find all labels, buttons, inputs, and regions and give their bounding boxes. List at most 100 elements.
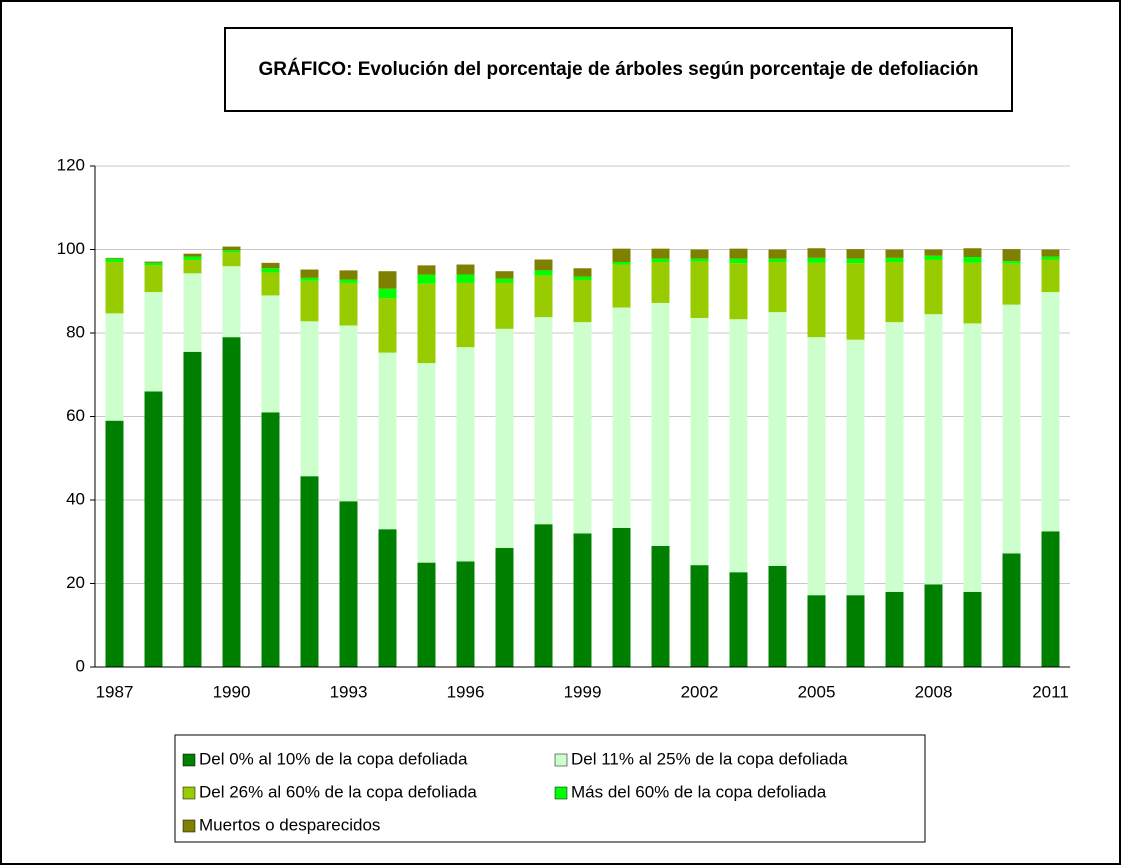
bar-segment (924, 249, 943, 256)
bar-segment (105, 262, 124, 314)
bar-segment (963, 323, 982, 592)
bar-segment (105, 257, 124, 259)
bar-segment (105, 258, 124, 263)
bar-segment (963, 262, 982, 324)
bar-segment (573, 268, 592, 277)
bar-segment (612, 264, 631, 308)
x-tick-label: 1987 (96, 682, 134, 701)
bar-segment (144, 292, 163, 392)
bar-segment (690, 261, 709, 318)
bar-segment (144, 261, 163, 263)
bar-segment (885, 262, 904, 323)
bar-segment (768, 249, 787, 259)
legend-swatch (182, 753, 196, 767)
bar-segment (222, 266, 241, 338)
bar-segment (1002, 304, 1021, 554)
bar-segment (417, 283, 436, 364)
legend-label: Del 0% al 10% de la copa defoliada (199, 749, 468, 768)
x-tick-label: 2002 (681, 682, 719, 701)
bar-segment (378, 529, 397, 667)
bar-segment (534, 524, 553, 667)
bar-segment (963, 591, 982, 667)
bar-segment (924, 584, 943, 667)
bar-segment (456, 264, 475, 275)
bar-segment (612, 248, 631, 263)
bar-segment (534, 259, 553, 271)
bar-segment (417, 265, 436, 275)
bar-segment (183, 351, 202, 667)
bar-segment (261, 262, 280, 269)
bar-segment (495, 548, 514, 667)
bar-segment (1002, 249, 1021, 262)
bar-segment (534, 270, 553, 276)
bar-segment (573, 279, 592, 323)
bar-segment (105, 420, 124, 667)
x-tick-label: 2005 (798, 682, 836, 701)
bar-segment (768, 312, 787, 566)
bar-segment (1002, 261, 1021, 264)
bar-segment (300, 269, 319, 278)
bar-segment (651, 545, 670, 667)
bar-segment (144, 265, 163, 293)
bar-segment (456, 274, 475, 283)
bar-segment (690, 249, 709, 259)
bar-segment (846, 258, 865, 264)
bar-segment (378, 271, 397, 289)
bar-segment (963, 257, 982, 263)
bar-segment (300, 277, 319, 281)
bar-segment (573, 533, 592, 667)
legend-swatch (182, 819, 196, 833)
bar-segment (183, 253, 202, 257)
y-tick-label: 60 (66, 406, 85, 425)
bar-segment (339, 501, 358, 667)
y-tick-label: 80 (66, 322, 85, 341)
legend-label: Muertos o desparecidos (199, 815, 380, 834)
bar-segment (846, 249, 865, 259)
bar-segment (222, 337, 241, 667)
bar-segment (261, 272, 280, 296)
bar-segment (495, 328, 514, 549)
bar-segment (885, 322, 904, 592)
bar-segment (690, 317, 709, 566)
bar-segment (573, 322, 592, 534)
bar-segment (807, 257, 826, 263)
chart-title: GRÁFICO: Evolución del porcentaje de árb… (224, 27, 1013, 112)
bar-segment (261, 268, 280, 273)
bar-segment (300, 476, 319, 667)
bar-segment (534, 275, 553, 318)
bar-segment (651, 248, 670, 259)
bar-segment (378, 298, 397, 353)
bar-segment (378, 288, 397, 299)
bar-segment (963, 248, 982, 258)
y-tick-label: 20 (66, 573, 85, 592)
bar-segment (456, 282, 475, 348)
bar-segment (690, 565, 709, 667)
bar-segment (612, 307, 631, 528)
bar-segment (573, 276, 592, 280)
bar-segment (417, 562, 436, 667)
bar-segment (144, 262, 163, 266)
y-tick-label: 40 (66, 489, 85, 508)
bar-segment (183, 256, 202, 260)
bar-segment (1002, 553, 1021, 667)
legend-label: Del 11% al 25% de la copa defoliada (571, 749, 848, 768)
bar-segment (339, 270, 358, 280)
x-tick-label: 1993 (330, 682, 368, 701)
bar-segment (924, 259, 943, 315)
bar-segment (690, 258, 709, 262)
bar-segment (729, 263, 748, 320)
bar-segment (222, 250, 241, 253)
bar-segment (612, 262, 631, 265)
y-tick-label: 0 (76, 656, 85, 675)
bar-segment (612, 527, 631, 667)
bar-segment (1041, 259, 1060, 293)
x-tick-label: 1996 (447, 682, 485, 701)
x-tick-label: 2011 (1032, 682, 1069, 701)
bar-segment (417, 274, 436, 284)
bar-segment (807, 337, 826, 596)
bar-segment (924, 255, 943, 260)
y-tick-label: 100 (57, 239, 85, 258)
bar-segment (183, 259, 202, 274)
bar-segment (261, 295, 280, 413)
